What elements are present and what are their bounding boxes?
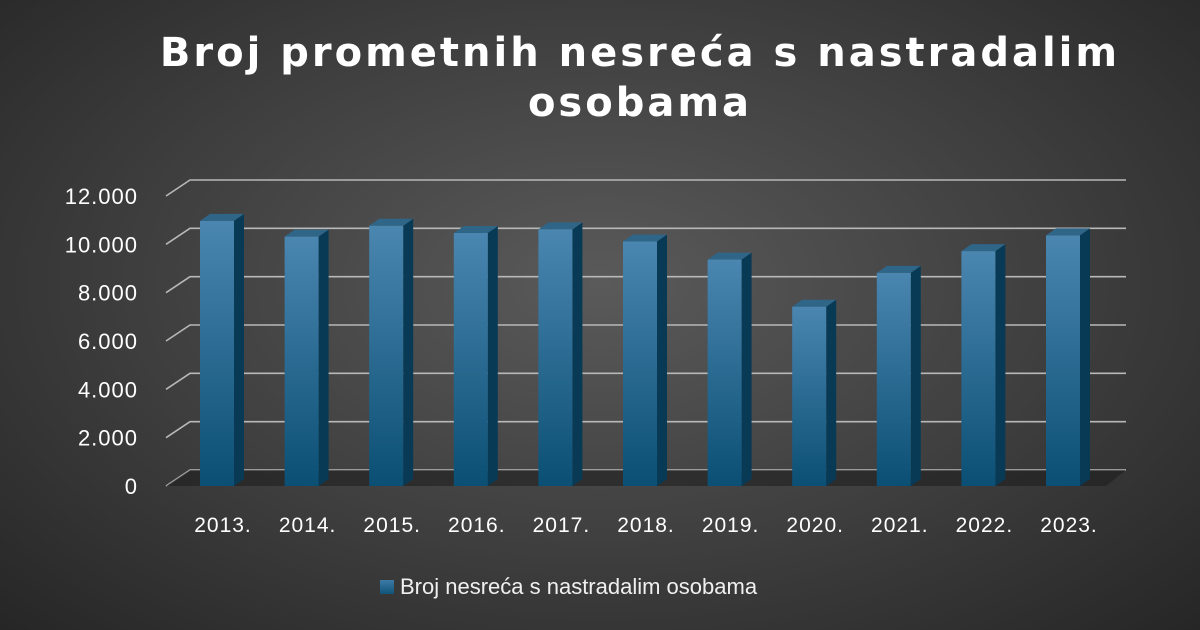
x-tick-label: 2022. <box>956 514 1014 537</box>
legend-label: Broj nesreća s nastradalim osobama <box>400 574 758 599</box>
gridline <box>165 227 1126 245</box>
y-tick-label: 10.000 <box>65 232 138 257</box>
x-tick-label: 2019. <box>702 514 760 537</box>
x-tick-label: 2015. <box>363 514 421 537</box>
x-tick-label: 2016. <box>448 514 506 537</box>
x-tick-label: 2021. <box>871 514 929 537</box>
x-tick-label: 2017. <box>533 514 591 537</box>
y-tick-label: 0 <box>125 474 138 499</box>
y-tick-label: 6.000 <box>78 329 138 354</box>
legend-swatch <box>380 580 394 594</box>
bar <box>369 218 414 486</box>
bar <box>538 222 583 486</box>
x-tick-label: 2013. <box>194 514 252 537</box>
bar <box>284 229 329 486</box>
bar <box>961 244 1006 486</box>
bar <box>792 299 837 486</box>
bar <box>623 234 667 486</box>
chart-title: Broj prometnih nesreća s nastradalim oso… <box>159 30 1121 126</box>
x-tick-label: 2020. <box>786 514 844 537</box>
gridline <box>165 275 1126 294</box>
bar <box>200 213 244 486</box>
y-tick-label: 2.000 <box>78 426 138 451</box>
y-tick-label: 8.000 <box>78 281 138 306</box>
x-tick-label: 2014. <box>279 514 337 537</box>
legend: Broj nesreća s nastradalim osobama <box>380 574 757 600</box>
bar <box>707 252 752 486</box>
y-tick-label: 12.000 <box>65 184 138 209</box>
y-tick-label: 4.000 <box>78 377 138 402</box>
bar <box>1046 228 1090 486</box>
x-tick-label: 2023. <box>1040 514 1098 537</box>
gridline <box>165 179 1126 197</box>
x-tick-label: 2018. <box>617 514 675 537</box>
bar <box>876 265 921 486</box>
bar <box>453 226 498 486</box>
